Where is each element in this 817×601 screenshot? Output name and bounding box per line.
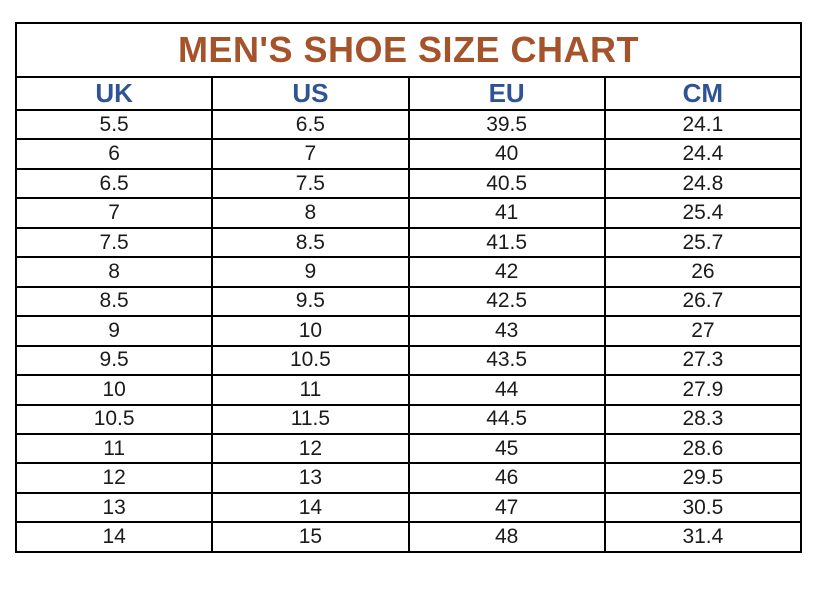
- size-cell: 25.4: [603, 197, 803, 229]
- size-cell: 8: [14, 256, 214, 288]
- size-table-body: 5.5 6.5 39.5 24.1 6 7 40 24.4 6.5 7.5 40.5 24.8 7 8 41…: [14, 108, 803, 553]
- table-row: 8.5 9.5 42.5 26.7: [14, 285, 803, 318]
- size-cell: 29.5: [603, 462, 803, 494]
- size-cell: 8.5: [14, 285, 214, 318]
- size-cell: 28.3: [603, 403, 803, 435]
- size-cell: 13: [14, 491, 214, 524]
- size-cell: 43: [407, 315, 606, 347]
- column-header-eu: EU: [407, 76, 606, 111]
- size-cell: 40.5: [407, 167, 606, 200]
- size-cell: 7: [14, 197, 214, 229]
- size-cell: 48: [407, 521, 606, 553]
- size-cell: 14: [211, 491, 410, 524]
- table-row: 7 8 41 25.4: [14, 197, 803, 229]
- table-row: 11 12 45 28.6: [14, 432, 803, 465]
- size-cell: 9.5: [14, 344, 214, 377]
- table-row: 12 13 46 29.5: [14, 462, 803, 494]
- size-cell: 11.5: [211, 403, 410, 435]
- column-header-uk: UK: [14, 76, 214, 111]
- size-cell: 13: [211, 462, 410, 494]
- size-cell: 5.5: [14, 108, 214, 141]
- size-cell: 44: [407, 374, 606, 406]
- size-cell: 11: [14, 432, 214, 465]
- size-cell: 30.5: [603, 491, 803, 524]
- table-row: 9 10 43 27: [14, 315, 803, 347]
- size-cell: 42: [407, 256, 606, 288]
- table-row: 13 14 47 30.5: [14, 491, 803, 524]
- size-cell: 28.6: [603, 432, 803, 465]
- size-cell: 26.7: [603, 285, 803, 318]
- size-cell: 42.5: [407, 285, 606, 318]
- table-row: 9.5 10.5 43.5 27.3: [14, 344, 803, 377]
- table-row: 5.5 6.5 39.5 24.1: [14, 108, 803, 141]
- shoe-size-table: MEN'S SHOE SIZE CHART UK US EU CM 5.5 6.5 39.…: [14, 22, 803, 553]
- size-cell: 27.9: [603, 374, 803, 406]
- size-cell: 15: [211, 521, 410, 553]
- size-cell: 12: [211, 432, 410, 465]
- page-title: MEN'S SHOE SIZE CHART: [15, 22, 802, 78]
- table-row: 10 11 44 27.9: [14, 374, 803, 406]
- size-cell: 25.7: [603, 226, 803, 259]
- size-cell: 27.3: [603, 344, 803, 377]
- size-cell: 41.5: [407, 226, 606, 259]
- table-row: 7.5 8.5 41.5 25.7: [14, 226, 803, 259]
- table-row: 14 15 48 31.4: [14, 521, 803, 553]
- size-cell: 47: [407, 491, 606, 524]
- size-cell: 8.5: [211, 226, 410, 259]
- size-cell: 31.4: [603, 521, 803, 553]
- size-cell: 46: [407, 462, 606, 494]
- size-cell: 7: [211, 138, 410, 170]
- column-header-row: UK US EU CM: [14, 76, 803, 111]
- size-cell: 6.5: [14, 167, 214, 200]
- size-cell: 14: [14, 521, 214, 553]
- size-cell: 24.1: [603, 108, 803, 141]
- column-header-cm: CM: [603, 76, 803, 111]
- size-cell: 40: [407, 138, 606, 170]
- size-cell: 7.5: [14, 226, 214, 259]
- table-row: 6 7 40 24.4: [14, 138, 803, 170]
- size-cell: 9: [14, 315, 214, 347]
- size-cell: 24.4: [603, 138, 803, 170]
- size-cell: 27: [603, 315, 803, 347]
- column-header-us: US: [211, 76, 410, 111]
- size-cell: 7.5: [211, 167, 410, 200]
- size-cell: 10: [211, 315, 410, 347]
- size-cell: 45: [407, 432, 606, 465]
- size-cell: 9.5: [211, 285, 410, 318]
- size-cell: 6.5: [211, 108, 410, 141]
- size-cell: 24.8: [603, 167, 803, 200]
- size-cell: 12: [14, 462, 214, 494]
- size-cell: 44.5: [407, 403, 606, 435]
- size-cell: 11: [211, 374, 410, 406]
- size-cell: 39.5: [407, 108, 606, 141]
- title-row: MEN'S SHOE SIZE CHART: [15, 22, 802, 78]
- table-row: 8 9 42 26: [14, 256, 803, 288]
- size-cell: 10.5: [211, 344, 410, 377]
- size-cell: 10.5: [14, 403, 214, 435]
- size-cell: 8: [211, 197, 410, 229]
- table-row: 6.5 7.5 40.5 24.8: [14, 167, 803, 200]
- size-cell: 41: [407, 197, 606, 229]
- size-cell: 9: [211, 256, 410, 288]
- table-row: 10.5 11.5 44.5 28.3: [14, 403, 803, 435]
- size-cell: 43.5: [407, 344, 606, 377]
- size-cell: 26: [603, 256, 803, 288]
- size-cell: 6: [14, 138, 214, 170]
- size-cell: 10: [14, 374, 214, 406]
